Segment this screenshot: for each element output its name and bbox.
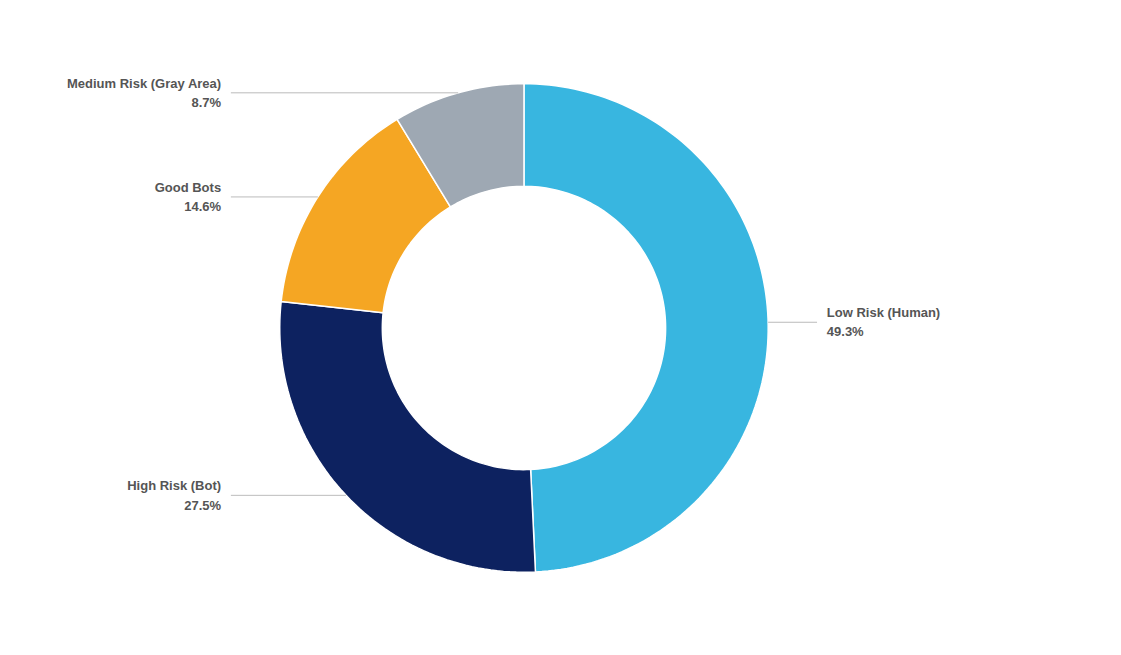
svg-text:Good Bots: Good Bots <box>155 180 221 195</box>
svg-text:Medium Risk (Gray Area): Medium Risk (Gray Area) <box>67 76 221 91</box>
svg-text:High Risk (Bot): High Risk (Bot) <box>127 478 221 493</box>
svg-text:49.3%: 49.3% <box>827 324 864 339</box>
svg-text:14.6%: 14.6% <box>184 199 221 214</box>
svg-text:8.7%: 8.7% <box>191 95 221 110</box>
svg-text:Low Risk (Human): Low Risk (Human) <box>827 305 940 320</box>
svg-text:27.5%: 27.5% <box>184 498 221 513</box>
